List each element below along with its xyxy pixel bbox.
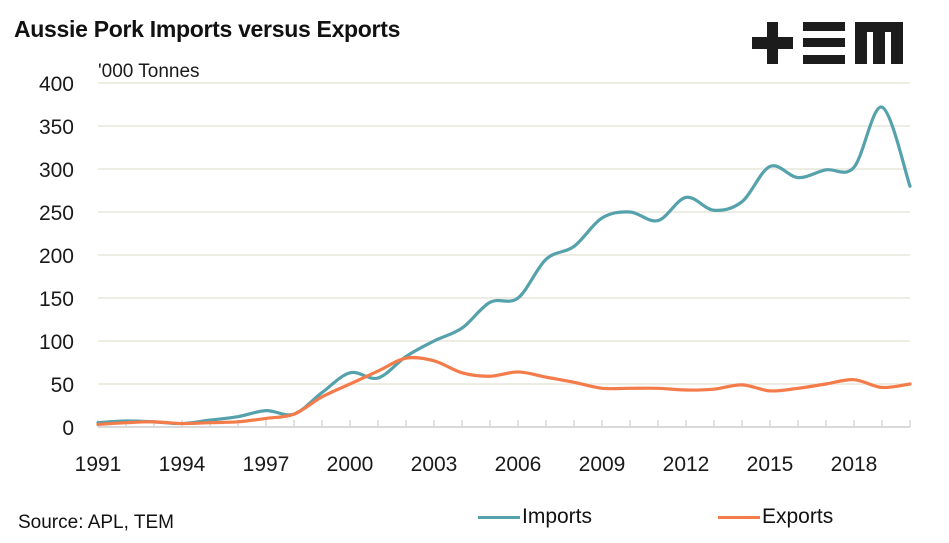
x-tick-label-1994: 1994 (159, 453, 206, 476)
y-tick-label-0: 0 (62, 417, 74, 440)
x-tick-label-1991: 1991 (75, 453, 122, 476)
y-tick-label-350: 350 (39, 116, 74, 139)
legend-swatch-exports (718, 515, 760, 519)
tem-logo (752, 22, 903, 64)
logo-m (855, 22, 903, 64)
y-tick-label-150: 150 (39, 288, 74, 311)
y-axis-labels: 0 50 100 150 200 250 300 350 400 (39, 73, 74, 440)
y-tick-label-200: 200 (39, 245, 74, 268)
y-tick-label-100: 100 (39, 331, 74, 354)
x-axis-labels: 1991 1994 1997 2000 2003 2006 2009 2012 2015 2018 (75, 453, 878, 476)
y-tick-label-300: 300 (39, 159, 74, 182)
legend-label-exports: Exports (762, 505, 834, 528)
x-tick-label-2015: 2015 (747, 453, 794, 476)
x-tick-label-1997: 1997 (243, 453, 290, 476)
y-tick-label-50: 50 (51, 374, 74, 397)
y-axis-unit-label: '000 Tonnes (98, 61, 200, 82)
x-tick-label-2012: 2012 (663, 453, 710, 476)
legend-swatch-imports (478, 515, 520, 519)
chart-title: Aussie Pork Imports versus Exports (14, 16, 401, 42)
x-tick-label-2006: 2006 (495, 453, 542, 476)
logo-e-bottom (803, 55, 845, 64)
logo-e-top (803, 22, 845, 31)
y-tick-label-250: 250 (39, 202, 74, 225)
x-tick-label-2009: 2009 (579, 453, 626, 476)
series-line-imports (96, 105, 912, 426)
legend-label-imports: Imports (522, 505, 593, 528)
logo-e-mid (803, 38, 845, 47)
logo-plus-vertical (767, 22, 778, 64)
series-line-exports (96, 355, 912, 427)
legend-item-imports: Imports (478, 505, 592, 529)
source-note: Source: APL, TEM (18, 512, 174, 533)
x-tick-label-2000: 2000 (327, 453, 374, 476)
legend-item-exports: Exports (718, 505, 833, 529)
x-tick-label-2018: 2018 (831, 453, 878, 476)
y-tick-label-400: 400 (39, 73, 74, 96)
gridlines (98, 82, 910, 385)
series-lines (96, 105, 912, 427)
x-tick-label-2003: 2003 (411, 453, 458, 476)
